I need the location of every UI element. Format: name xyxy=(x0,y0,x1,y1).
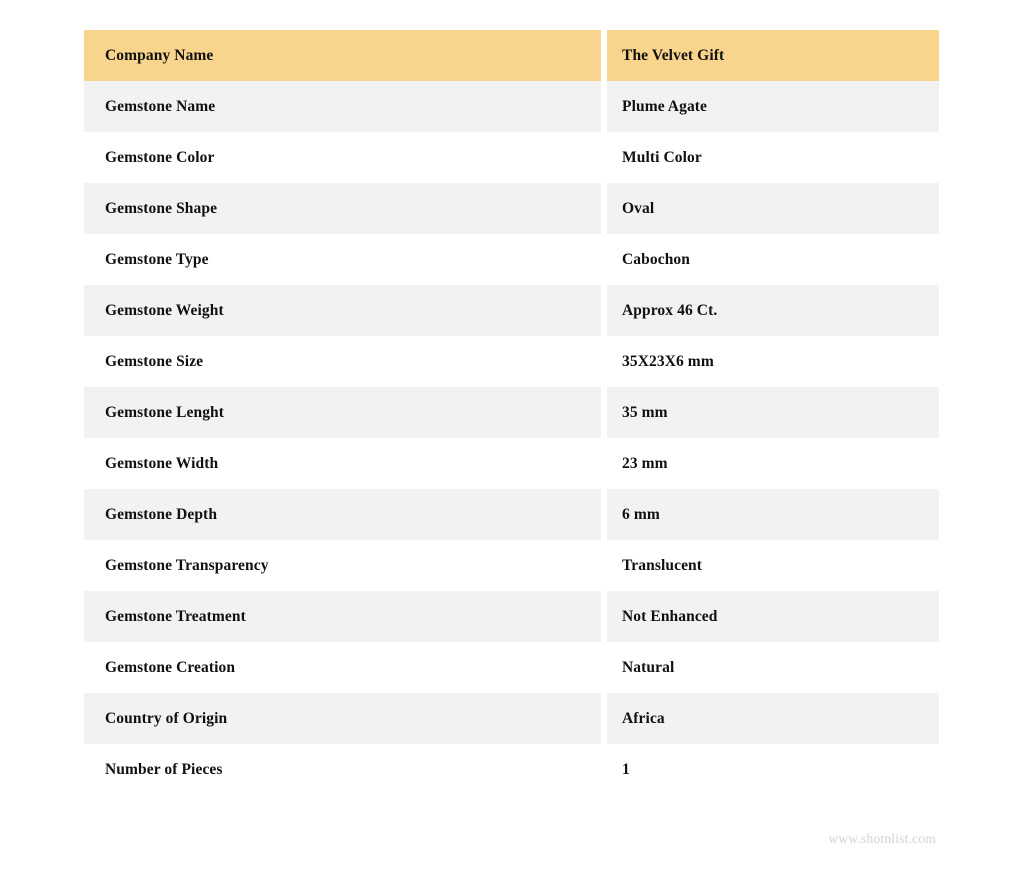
spec-value-cell: 23 mm xyxy=(607,438,939,489)
spec-label-cell: Gemstone Depth xyxy=(84,489,601,540)
table-row: Gemstone Creation Natural xyxy=(84,642,939,693)
table-row: Gemstone Size 35X23X6 mm xyxy=(84,336,939,387)
column-gutter xyxy=(601,234,607,285)
column-gutter xyxy=(601,642,607,693)
spec-label-cell: Gemstone Weight xyxy=(84,285,601,336)
table-row: Gemstone Transparency Translucent xyxy=(84,540,939,591)
column-gutter xyxy=(601,591,607,642)
spec-value-cell: Translucent xyxy=(607,540,939,591)
spec-value-cell: Natural xyxy=(607,642,939,693)
column-gutter xyxy=(601,285,607,336)
column-gutter xyxy=(601,81,607,132)
column-gutter xyxy=(601,387,607,438)
spec-value-cell: The Velvet Gift xyxy=(607,30,939,81)
column-gutter xyxy=(601,30,607,81)
spec-value-cell: 35X23X6 mm xyxy=(607,336,939,387)
table-row: Gemstone Shape Oval xyxy=(84,183,939,234)
spec-value-cell: Approx 46 Ct. xyxy=(607,285,939,336)
spec-label-cell: Gemstone Treatment xyxy=(84,591,601,642)
spec-value-cell: Not Enhanced xyxy=(607,591,939,642)
spec-value-cell: Africa xyxy=(607,693,939,744)
spec-label-cell: Gemstone Lenght xyxy=(84,387,601,438)
column-gutter xyxy=(601,336,607,387)
spec-label-cell: Number of Pieces xyxy=(84,744,601,795)
gemstone-spec-sheet: Company Name The Velvet Gift Gemstone Name… xyxy=(84,30,939,795)
spec-value-cell: 1 xyxy=(607,744,939,795)
spec-label-cell: Gemstone Type xyxy=(84,234,601,285)
site-watermark: www.shotnlist.com xyxy=(828,831,936,846)
spec-table-body: Company Name The Velvet Gift Gemstone Name… xyxy=(84,30,939,795)
column-gutter xyxy=(601,183,607,234)
spec-value-cell: Plume Agate xyxy=(607,81,939,132)
spec-value-cell: 6 mm xyxy=(607,489,939,540)
spec-label-cell: Gemstone Size xyxy=(84,336,601,387)
table-row: Gemstone Width 23 mm xyxy=(84,438,939,489)
spec-label-cell: Country of Origin xyxy=(84,693,601,744)
table-row: Gemstone Treatment Not Enhanced xyxy=(84,591,939,642)
table-row: Company Name The Velvet Gift xyxy=(84,30,939,81)
column-gutter xyxy=(601,540,607,591)
spec-value-cell: 35 mm xyxy=(607,387,939,438)
table-row: Country of Origin Africa xyxy=(84,693,939,744)
spec-value-cell: Multi Color xyxy=(607,132,939,183)
spec-label-cell: Gemstone Width xyxy=(84,438,601,489)
gemstone-specification-table: Company Name The Velvet Gift Gemstone Name… xyxy=(84,30,939,795)
table-row: Gemstone Name Plume Agate xyxy=(84,81,939,132)
column-gutter xyxy=(601,438,607,489)
table-row: Gemstone Depth 6 mm xyxy=(84,489,939,540)
table-row: Gemstone Lenght 35 mm xyxy=(84,387,939,438)
column-gutter xyxy=(601,744,607,795)
table-row: Gemstone Type Cabochon xyxy=(84,234,939,285)
spec-value-cell: Oval xyxy=(607,183,939,234)
spec-label-cell: Gemstone Transparency xyxy=(84,540,601,591)
spec-label-cell: Gemstone Color xyxy=(84,132,601,183)
table-row: Gemstone Weight Approx 46 Ct. xyxy=(84,285,939,336)
column-gutter xyxy=(601,693,607,744)
column-gutter xyxy=(601,132,607,183)
table-row: Number of Pieces 1 xyxy=(84,744,939,795)
spec-label-cell: Gemstone Name xyxy=(84,81,601,132)
table-row: Gemstone Color Multi Color xyxy=(84,132,939,183)
spec-label-cell: Company Name xyxy=(84,30,601,81)
spec-label-cell: Gemstone Creation xyxy=(84,642,601,693)
spec-label-cell: Gemstone Shape xyxy=(84,183,601,234)
column-gutter xyxy=(601,489,607,540)
spec-value-cell: Cabochon xyxy=(607,234,939,285)
